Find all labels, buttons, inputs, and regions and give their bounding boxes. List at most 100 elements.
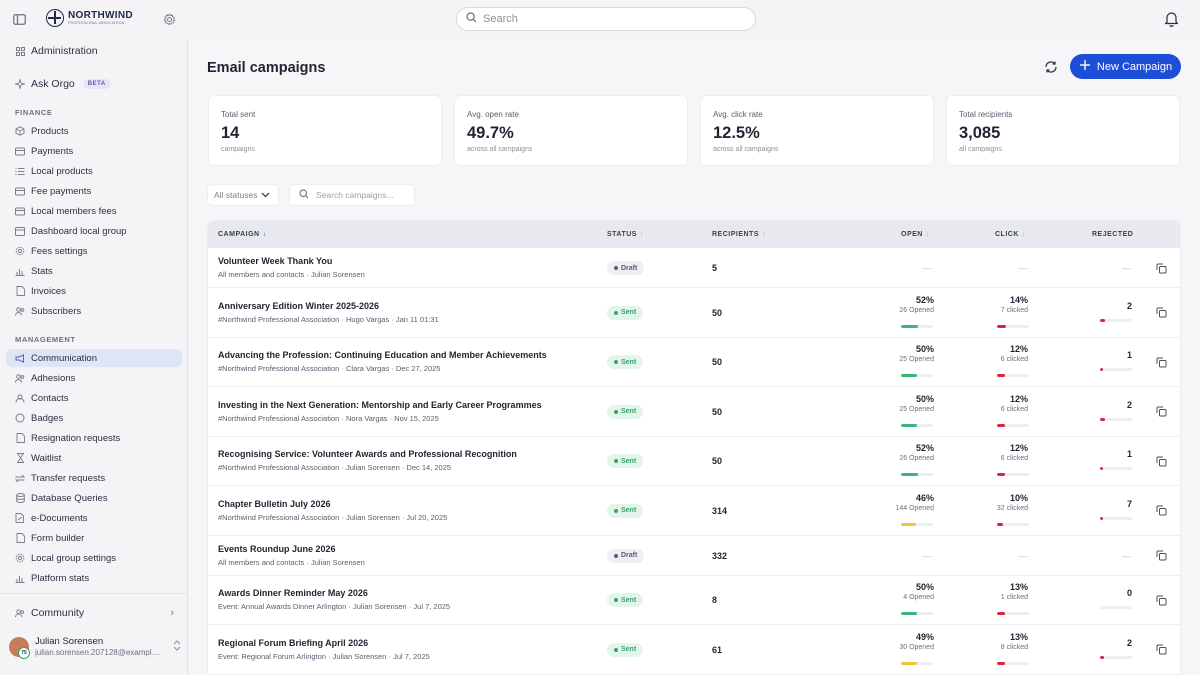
sidebar-item-form-builder[interactable]: Form builder <box>6 529 182 547</box>
duplicate-icon[interactable] <box>1155 550 1167 562</box>
rejected-rate-bar-fill <box>1100 318 1106 322</box>
sidebar-item-communication[interactable]: Communication <box>6 349 182 367</box>
recipients-count: 50 <box>712 456 723 467</box>
open-rate: 46% <box>915 492 934 503</box>
global-search[interactable] <box>456 7 756 31</box>
sidebar-item-e-documents[interactable]: e-Documents <box>6 509 182 527</box>
sidebar-item-transfer-requests[interactable]: Transfer requests <box>6 469 182 487</box>
notification-bell-icon[interactable] <box>1161 9 1181 29</box>
table-row[interactable]: Chapter Bulletin July 2026 #Northwind Pro… <box>208 486 1180 536</box>
sidebar-item-contacts[interactable]: Contacts <box>6 389 182 407</box>
duplicate-icon[interactable] <box>1155 505 1167 517</box>
sidebar-item-adhesions[interactable]: Adhesions <box>6 369 182 387</box>
table-row[interactable]: Anniversary Edition Winter 2025-2026 #Nor… <box>208 288 1180 338</box>
campaign-title[interactable]: Chapter Bulletin July 2026 <box>218 498 331 509</box>
campaign-title[interactable]: Events Roundup June 2026 <box>218 543 336 554</box>
rejected-rate-bar <box>1100 655 1132 659</box>
open-rate-bar-fill <box>901 374 917 378</box>
click-metric: 14% 7 clicked <box>958 295 1028 314</box>
campaign-title[interactable]: Advancing the Profession: Continuing Edu… <box>218 350 547 361</box>
sidebar-item-local-group-settings[interactable]: Local group settings <box>6 549 182 567</box>
campaign-title[interactable]: Awards Dinner Reminder May 2026 <box>218 588 368 599</box>
settings-gear-icon[interactable] <box>160 10 178 28</box>
table-row[interactable]: Events Roundup June 2026 All members and … <box>208 536 1180 576</box>
sidebar-item-badges[interactable]: Badges <box>6 409 182 427</box>
sidebar-item-ask-orgo[interactable]: Ask Orgo BETA <box>6 75 182 93</box>
duplicate-icon[interactable] <box>1155 356 1167 368</box>
sidebar-item-payments[interactable]: Payments <box>6 142 182 160</box>
table-row[interactable]: Volunteer Week Thank You All members and … <box>208 248 1180 288</box>
open-metric: 52% 26 Opened <box>864 443 934 462</box>
duplicate-icon[interactable] <box>1155 406 1167 418</box>
table-header: CAMPAIGN ↓ STATUS ↓ RECIPIENTS ↓ OPEN ↓ CLIC… <box>208 221 1180 248</box>
sidebar-item-community[interactable]: Community › <box>6 604 182 622</box>
rejected-count: 1 <box>1126 350 1132 361</box>
sidebar-item-local-products[interactable]: Local products <box>6 162 182 180</box>
sidebar-item-subscribers[interactable]: Subscribers <box>6 302 182 320</box>
sidebar-item-waitlist[interactable]: Waitlist <box>6 449 182 467</box>
sort-icon: ↓ <box>762 231 767 238</box>
global-search-input[interactable] <box>483 13 733 25</box>
campaign-title[interactable]: Recognising Service: Volunteer Awards an… <box>218 449 517 460</box>
document-icon <box>15 433 25 443</box>
rejected-count: 7 <box>1126 498 1132 509</box>
duplicate-icon[interactable] <box>1155 644 1167 656</box>
click-metric: 12% 6 clicked <box>958 394 1028 413</box>
search-icon <box>466 12 477 26</box>
sidebar-item-database-queries[interactable]: Database Queries <box>6 489 182 507</box>
duplicate-icon[interactable] <box>1155 455 1167 467</box>
user-menu[interactable]: 75 Julian Sorensen julian.sorensen.20712… <box>9 634 181 660</box>
recipients-count: 61 <box>712 644 723 655</box>
campaign-title[interactable]: Investing in the Next Generation: Mentor… <box>218 399 542 410</box>
table-row[interactable]: Recognising Service: Volunteer Awards an… <box>208 437 1180 486</box>
sidebar-item-fees-settings[interactable]: Fees settings <box>6 242 182 260</box>
duplicate-icon[interactable] <box>1155 262 1167 274</box>
sidebar-item-administration[interactable]: Administration <box>6 42 182 60</box>
column-header-open[interactable]: OPEN ↓ <box>901 231 930 238</box>
campaign-search[interactable] <box>289 184 415 206</box>
open-rate: 50% <box>915 393 934 404</box>
sidebar-item-label: Ask Orgo <box>31 78 75 90</box>
sidebar-item-stats[interactable]: Stats <box>6 262 182 280</box>
open-rate-bar <box>901 522 933 526</box>
open-rate-bar <box>901 661 933 665</box>
click-metric: 12% 6 clicked <box>958 443 1028 462</box>
table-row[interactable]: Regional Forum Briefing April 2026 Event:… <box>208 625 1180 674</box>
sidebar-item-label: Dashboard local group <box>31 225 127 237</box>
duplicate-icon[interactable] <box>1155 594 1167 606</box>
campaign-title[interactable]: Regional Forum Briefing April 2026 <box>218 637 369 648</box>
sidebar-toggle-icon[interactable] <box>10 10 28 28</box>
campaign-title[interactable]: Volunteer Week Thank You <box>218 256 333 266</box>
new-campaign-button[interactable]: New Campaign <box>1070 54 1181 79</box>
status-filter-value: All statuses <box>214 190 258 200</box>
duplicate-icon[interactable] <box>1155 307 1167 319</box>
sidebar-item-invoices[interactable]: Invoices <box>6 282 182 300</box>
column-header-click[interactable]: CLICK ↓ <box>995 231 1026 238</box>
logo[interactable]: NORTHWIND PROFESSIONAL ASSOCIATION <box>46 9 133 27</box>
campaign-search-input[interactable] <box>316 190 412 200</box>
sidebar-item-dashboard-local-group[interactable]: Dashboard local group <box>6 222 182 240</box>
stat-card-total-sent: Total sent 14 campaigns <box>208 95 442 166</box>
dashboard-icon <box>15 226 25 236</box>
sidebar-item-platform-stats[interactable]: Platform stats <box>6 569 182 587</box>
logo-name: NORTHWIND <box>68 9 133 21</box>
open-rate-bar-fill <box>901 423 917 427</box>
sidebar-item-fee-payments[interactable]: Fee payments <box>6 182 182 200</box>
table-row[interactable]: Investing in the Next Generation: Mentor… <box>208 387 1180 437</box>
campaign-title[interactable]: Anniversary Edition Winter 2025-2026 <box>218 300 379 311</box>
sidebar-item-local-members-fees[interactable]: Local members fees <box>6 202 182 220</box>
sidebar-item-resignation-requests[interactable]: Resignation requests <box>6 429 182 447</box>
column-header-status[interactable]: STATUS ↓ <box>607 231 644 238</box>
grid-icon <box>15 46 25 56</box>
table-row[interactable]: Awards Dinner Reminder May 2026 Event: An… <box>208 576 1180 625</box>
status-dot-icon <box>614 360 618 365</box>
chevron-down-icon <box>261 190 270 200</box>
status-filter-select[interactable]: All statuses <box>207 184 279 206</box>
stat-value: 12.5% <box>713 124 760 142</box>
column-header-recipients[interactable]: RECIPIENTS ↓ <box>712 231 767 238</box>
database-icon <box>15 493 25 503</box>
sidebar-item-products[interactable]: Products <box>6 122 182 140</box>
column-header-campaign[interactable]: CAMPAIGN ↓ <box>218 231 267 238</box>
refresh-button[interactable] <box>1041 57 1061 77</box>
table-row[interactable]: Advancing the Profession: Continuing Edu… <box>208 338 1180 387</box>
